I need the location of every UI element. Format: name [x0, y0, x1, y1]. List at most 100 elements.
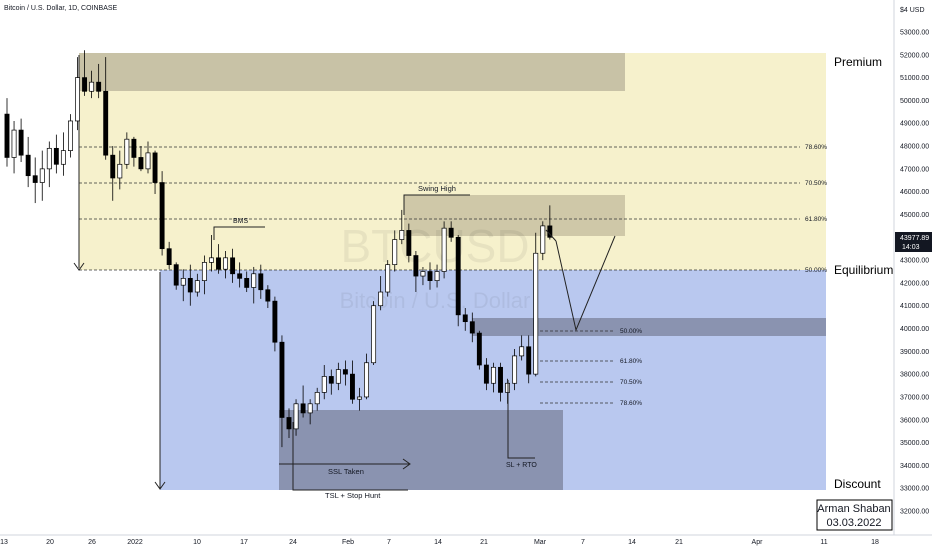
sub-fib-label-705: 70.50%: [620, 379, 642, 386]
candle: [512, 349, 518, 391]
time-tick-label: 20: [46, 539, 54, 546]
candle-body-up: [145, 152, 151, 170]
candle: [110, 146, 116, 201]
candle-body-up: [434, 271, 440, 281]
candle-body-down: [448, 227, 454, 238]
candle-body-up: [357, 396, 362, 400]
candle-body-up: [399, 230, 405, 240]
candle: [469, 312, 475, 343]
time-tick-label: 10: [193, 539, 201, 546]
candle: [117, 150, 123, 190]
candle-body-up: [307, 403, 313, 414]
bms-label: BMS: [233, 218, 249, 225]
candle-body-down: [103, 90, 109, 156]
candle: [328, 369, 334, 395]
price-tick-label: 41000.00: [900, 303, 929, 310]
candle: [180, 269, 186, 302]
price-tick-label: 43000.00: [900, 258, 929, 265]
candle-body-up: [124, 138, 130, 165]
supply-block-swing: [404, 195, 625, 236]
candle: [89, 70, 95, 99]
candle-body-up: [533, 252, 539, 375]
candle-body-up: [46, 147, 52, 170]
candle-body-up: [441, 227, 447, 272]
time-tick-label: 26: [88, 539, 96, 546]
candle-body-up: [11, 129, 17, 158]
price-tick-label: 47000.00: [900, 166, 929, 173]
candle: [371, 301, 377, 366]
candle: [187, 264, 193, 306]
last-price-tag: [895, 232, 932, 252]
projection-stub: [545, 229, 557, 242]
ssl-taken-arrowhead: [402, 458, 411, 470]
candle: [364, 353, 370, 400]
price-tick-label: 39000.00: [900, 349, 929, 356]
price-tick-label: 38000.00: [900, 372, 929, 379]
candle-body-down: [230, 257, 236, 275]
candle-body-up: [371, 305, 377, 364]
signature-author: Arman Shaban: [817, 503, 890, 515]
sub-fib-label-618: 61.80%: [620, 358, 642, 365]
signature-date: 03.03.2022: [826, 517, 881, 529]
candle-body-up: [491, 366, 496, 384]
price-tick-label: 40000.00: [900, 326, 929, 333]
fib-lines: [79, 146, 800, 271]
premium-range-arrowhead: [73, 262, 85, 271]
candle: [540, 221, 546, 261]
price-axis-panel[interactable]: [894, 0, 932, 550]
swing-high-bracket: [403, 194, 470, 215]
candles: [4, 50, 553, 448]
candle-body-down: [159, 182, 165, 250]
candle-body-down: [455, 236, 461, 316]
swing-high-label: Swing High: [418, 184, 456, 193]
candle: [209, 235, 214, 272]
candle: [216, 244, 221, 274]
candle: [434, 264, 440, 288]
candle: [159, 171, 165, 256]
candle: [357, 387, 362, 411]
candle-body-down: [82, 77, 87, 92]
candle: [67, 114, 73, 158]
sub-fib-lines: [540, 330, 615, 404]
candle-body-up: [293, 403, 299, 430]
demand-block-bottom: [279, 410, 563, 490]
candle-body-up: [39, 168, 45, 183]
candle: [201, 255, 207, 295]
candle: [223, 250, 228, 279]
tsl-label: TSL + Stop Hunt: [325, 491, 381, 500]
time-tick-label: 21: [480, 539, 488, 546]
candle-body-up: [335, 369, 341, 384]
candle: [307, 399, 313, 425]
candle-body-down: [138, 157, 144, 170]
candle-body-down: [25, 154, 31, 177]
candle: [25, 136, 31, 188]
zone-label-equilibrium: Equilibrium: [834, 263, 893, 277]
discount-range-arrowhead: [154, 481, 166, 490]
candle: [491, 362, 496, 393]
candle: [342, 360, 348, 386]
price-tick-label: 49000.00: [900, 121, 929, 128]
time-tick-label: 18: [871, 539, 879, 546]
candle: [82, 50, 87, 96]
candle: [166, 241, 172, 270]
sl-rto-label: SL + RTO: [506, 462, 537, 469]
candle: [455, 235, 461, 327]
candle-body-down: [265, 289, 271, 302]
fib-label-705: 70.50%: [805, 180, 827, 187]
candle-body-down: [258, 273, 264, 291]
zone-label-discount: Discount: [834, 477, 881, 491]
candle: [251, 266, 257, 304]
candle-body-down: [427, 271, 433, 281]
candle: [413, 250, 419, 293]
candle: [75, 57, 80, 131]
candle-body-up: [75, 77, 80, 122]
time-tick-label: 24: [289, 539, 297, 546]
candle-body-up: [209, 257, 214, 263]
candle: [279, 335, 285, 448]
candle-body-up: [540, 225, 546, 254]
candle: [145, 141, 151, 174]
candle-body-down: [350, 373, 355, 400]
candle-body-up: [180, 277, 186, 286]
sl-rto-bracket: [507, 380, 535, 459]
